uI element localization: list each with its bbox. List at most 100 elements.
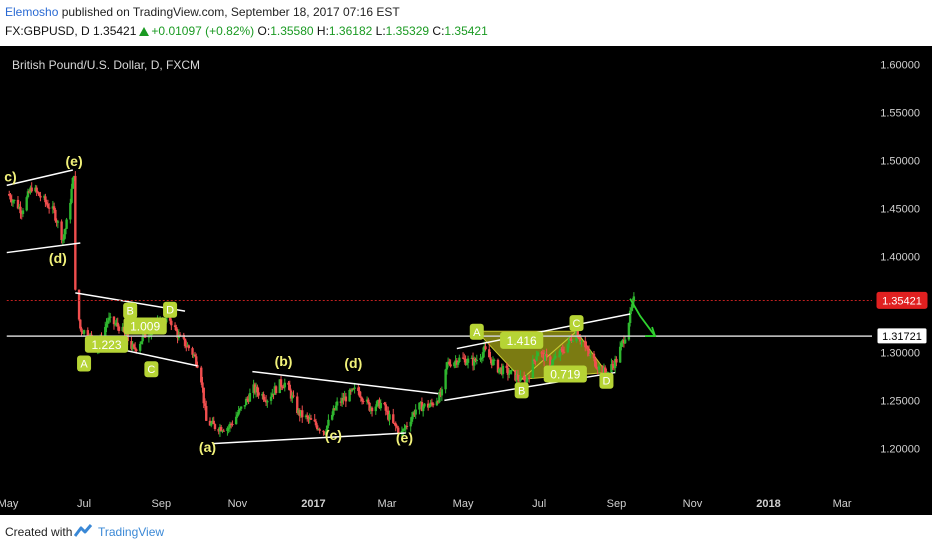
candle-body	[288, 384, 291, 391]
candle-body	[613, 358, 617, 369]
x-tick-label: May	[453, 498, 474, 510]
candle-body	[510, 370, 513, 372]
candle-body	[247, 398, 250, 402]
candle-body	[395, 426, 399, 428]
fib-ratio-label: 0.719	[550, 368, 580, 382]
candle-body	[279, 379, 283, 387]
candle-body	[344, 396, 348, 402]
candle-body	[435, 401, 439, 406]
candle-body	[579, 339, 582, 342]
arrow-head-icon	[645, 326, 657, 337]
candle-body	[461, 357, 465, 359]
candle-body	[535, 356, 538, 361]
candle-body	[107, 317, 111, 321]
candle-body	[203, 403, 207, 407]
candle-body	[585, 347, 588, 349]
candle-body	[315, 425, 319, 430]
candle-body	[419, 402, 422, 404]
candle-body	[622, 339, 626, 344]
candle-body	[74, 175, 77, 290]
candle-body	[576, 331, 579, 338]
candle-body	[135, 349, 138, 351]
candle-body	[42, 196, 46, 198]
wave-label: (e)	[66, 153, 83, 169]
candle-body	[30, 187, 33, 192]
candle-body	[323, 431, 326, 435]
candle-body	[567, 338, 571, 344]
candle-body	[304, 415, 308, 418]
x-tick-label: 2018	[756, 498, 780, 510]
candle-body	[308, 418, 311, 420]
candle-body	[349, 389, 353, 391]
price-chart[interactable]: British Pound/U.S. Dollar, D, FXCM 1.6000…	[0, 46, 932, 515]
candle-body	[229, 423, 233, 425]
pattern-point-label-bg	[599, 372, 614, 389]
candle-body	[306, 415, 309, 417]
x-tick-label: Jul	[77, 498, 91, 510]
candle-body	[283, 382, 286, 388]
candle-body	[369, 407, 373, 411]
candle-body	[20, 213, 23, 215]
candle-body	[465, 362, 469, 365]
candle-body	[340, 397, 344, 403]
x-tick-label: Sep	[607, 498, 627, 510]
axis-price-label: 1.35421	[882, 295, 922, 307]
candle-body	[456, 362, 460, 365]
candle-body	[413, 412, 416, 415]
candle-body	[404, 425, 407, 429]
candle-body	[426, 403, 430, 408]
candle-body	[411, 412, 415, 417]
publish-info: published on TradingView.com, September …	[58, 5, 400, 19]
candle-body	[392, 414, 395, 423]
candle-body	[201, 382, 204, 388]
open-value: 1.35580	[270, 24, 314, 38]
candle-body	[117, 326, 121, 331]
trendline	[6, 242, 81, 254]
author-link[interactable]: Elemosho	[5, 5, 59, 19]
candle-body	[388, 414, 391, 420]
candle-body	[439, 392, 442, 396]
candle-body	[628, 310, 632, 323]
candle-body	[274, 386, 278, 394]
candle-body	[77, 289, 81, 320]
candle-body	[25, 197, 28, 211]
low-label: L:	[375, 24, 386, 38]
projection-arrow	[629, 298, 656, 337]
candle-body	[352, 388, 355, 390]
candle-body	[627, 322, 631, 340]
candle-body	[64, 228, 67, 235]
candle-body	[282, 387, 285, 389]
pattern-point-label: C	[147, 364, 155, 376]
candle-body	[186, 345, 189, 347]
candle-body	[106, 320, 109, 324]
candle-body	[431, 403, 435, 406]
candle-body	[623, 339, 627, 344]
created-with-label: Created with	[5, 525, 73, 539]
candle-body	[195, 356, 198, 366]
candle-body	[318, 429, 321, 431]
x-tick-label: 2017	[301, 498, 325, 510]
symbol-label: FX:GBPUSD, D	[5, 24, 90, 38]
candle-body	[299, 410, 303, 417]
candle-body	[178, 334, 182, 336]
candle-body	[121, 326, 124, 331]
candle-body	[80, 328, 83, 332]
candle-body	[595, 366, 598, 369]
candle-body	[630, 308, 633, 311]
low-value: 1.35329	[385, 24, 430, 38]
candle-body	[62, 234, 66, 240]
candle-body	[141, 335, 144, 342]
candle-body	[589, 353, 592, 355]
candle-body	[458, 357, 461, 363]
candle-body	[183, 338, 187, 347]
candle-body	[498, 368, 501, 373]
candle-body	[584, 340, 587, 348]
chart-area[interactable]: British Pound/U.S. Dollar, D, FXCM 1.6000…	[0, 46, 932, 515]
candle-body	[332, 408, 335, 415]
candle-body	[264, 400, 268, 403]
candle-body	[365, 399, 369, 402]
tradingview-brand-link[interactable]: TradingView	[98, 525, 165, 539]
wave-label: (e)	[396, 430, 413, 446]
pattern-point-label: A	[473, 327, 481, 339]
candle-body	[610, 364, 613, 372]
